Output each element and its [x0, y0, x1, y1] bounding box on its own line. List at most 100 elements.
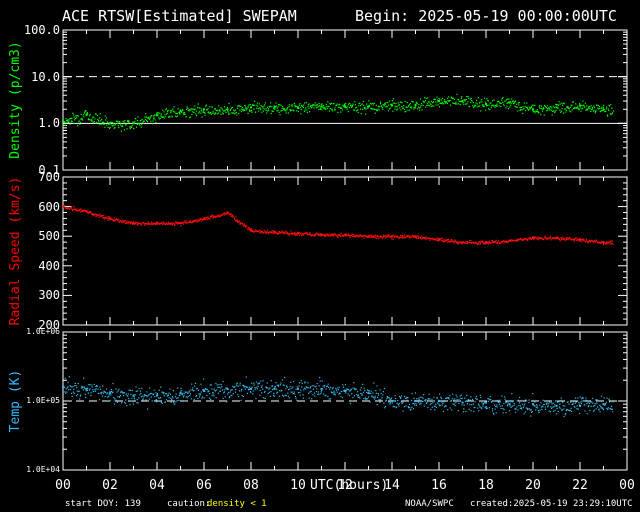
temperature-point [595, 399, 597, 401]
temperature-point [514, 411, 517, 414]
density-point [532, 108, 534, 111]
speed-point [594, 241, 597, 243]
temperature-point [168, 397, 170, 399]
density-point [588, 107, 590, 110]
speed-point [329, 234, 331, 237]
temperature-point [235, 383, 238, 385]
temperature-point [378, 399, 380, 401]
temperature-point [409, 406, 411, 409]
density-point [552, 110, 554, 113]
density-point [568, 108, 570, 110]
speed-point [597, 242, 599, 244]
speed-point [603, 242, 605, 244]
density-point [532, 111, 534, 113]
temperature-point [330, 386, 332, 388]
density-point [248, 109, 251, 111]
speed-y-tick-label: 500 [38, 229, 60, 244]
speed-point [417, 237, 420, 239]
temperature-point [226, 401, 228, 403]
speed-point [533, 237, 536, 239]
speed-point [200, 217, 202, 219]
speed-point [89, 211, 91, 213]
speed-point [444, 239, 446, 241]
temperature-point [563, 415, 565, 418]
speed-point [532, 236, 534, 238]
speed-point [74, 208, 76, 210]
temperature-point [410, 408, 412, 410]
density-point [529, 107, 531, 109]
speed-point [435, 239, 437, 241]
speed-point [512, 240, 514, 242]
density-point [111, 124, 113, 126]
density-point [316, 103, 318, 106]
temperature-point [231, 394, 233, 396]
temperature-point [83, 386, 85, 388]
density-point [265, 109, 267, 111]
speed-point [499, 242, 501, 244]
density-point [400, 109, 402, 111]
temperature-point [263, 391, 266, 393]
temperature-point [363, 387, 365, 389]
speed-point [331, 234, 333, 236]
temperature-point [530, 409, 532, 411]
density-point [525, 109, 527, 112]
speed-point [67, 207, 69, 210]
temperature-point [443, 399, 446, 402]
density-point [525, 106, 527, 109]
density-point [457, 103, 460, 105]
speed-point [294, 231, 296, 234]
density-point [337, 111, 339, 114]
density-point [459, 104, 461, 106]
speed-point [412, 234, 414, 236]
density-point [226, 108, 228, 110]
temperature-point [352, 396, 354, 399]
density-point [170, 110, 173, 112]
speed-point [371, 236, 373, 238]
density-point [556, 106, 558, 108]
speed-point [376, 237, 378, 240]
x-tick-label: 02 [102, 478, 118, 493]
speed-point [195, 219, 197, 221]
density-point [399, 107, 401, 109]
speed-point [487, 241, 489, 243]
speed-point [581, 240, 583, 243]
temperature-point [267, 387, 269, 389]
density-point [228, 102, 230, 105]
speed-point [294, 233, 296, 235]
density-point [519, 107, 521, 109]
density-point [297, 107, 299, 109]
speed-point [337, 236, 339, 238]
speed-point [562, 236, 564, 238]
density-point [221, 108, 223, 110]
temperature-point [287, 395, 289, 397]
temperature-point [485, 401, 487, 404]
density-point [276, 107, 278, 109]
speed-point [332, 234, 334, 236]
speed-point [145, 222, 147, 225]
temperature-point [146, 396, 148, 398]
speed-point [466, 241, 469, 243]
temperature-point [391, 402, 393, 404]
speed-point [338, 234, 340, 236]
temperature-point [276, 384, 278, 386]
density-point [311, 105, 313, 107]
speed-point [167, 221, 170, 223]
temperature-point [377, 394, 380, 396]
temperature-point [335, 387, 337, 389]
temperature-point [397, 399, 399, 402]
density-point [439, 102, 441, 104]
density-point [502, 96, 504, 99]
temperature-point [567, 409, 569, 411]
density-point [139, 124, 141, 126]
speed-point [520, 237, 522, 239]
density-point [104, 126, 106, 128]
speed-point [282, 232, 284, 234]
density-point [336, 104, 338, 107]
speed-point [565, 237, 567, 239]
speed-point [98, 216, 100, 218]
density-point [597, 107, 599, 109]
density-point [276, 110, 278, 112]
temperature-point [128, 389, 130, 391]
speed-point [86, 211, 88, 213]
temperature-point [171, 396, 174, 398]
